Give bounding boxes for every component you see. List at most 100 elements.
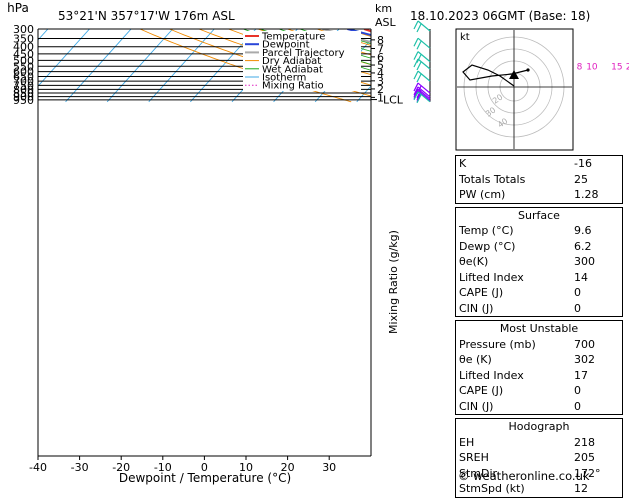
datetime-title: 18.10.2023 06GMT (Base: 18): [410, 9, 590, 23]
hodograph-frame: [456, 29, 573, 150]
isotherm-line: [66, 29, 132, 102]
hodo-value: 218: [574, 435, 618, 451]
hodo-row: EH 218: [456, 435, 622, 451]
surface-value: 6.2: [574, 239, 618, 255]
wind-barb-flag: [414, 52, 418, 60]
surface-key: θe(K): [459, 254, 488, 270]
mu-row: Lifted Index 17: [456, 368, 622, 384]
x-axis-label: Dewpoint / Temperature (°C): [119, 471, 291, 485]
indices-box: K -16 Totals Totals 25 PW (cm) 1.28: [455, 155, 623, 204]
surface-key: Temp (°C): [459, 223, 514, 239]
surface-row: CIN (J) 0: [456, 301, 622, 317]
wind-barb-flag: [417, 74, 421, 82]
hpa-unit-label: hPa: [7, 1, 29, 15]
indices-panel: K -16 Totals Totals 25 PW (cm) 1.28 Surface…: [455, 155, 623, 501]
wind-barb-flag: [414, 71, 418, 79]
mu-value: 0: [574, 399, 618, 415]
hodograph-point: [526, 68, 529, 71]
asl-unit-label: ASL: [375, 16, 397, 29]
index-row: K -16: [456, 156, 622, 172]
index-value: 1.28: [574, 187, 618, 203]
index-row: PW (cm) 1.28: [456, 187, 622, 203]
surface-key: Dewp (°C): [459, 239, 515, 255]
index-key: K: [459, 156, 466, 172]
copyright-footer: © weatheronline.co.uk: [458, 469, 590, 483]
hodo-row: SREH 205: [456, 450, 622, 466]
surface-row: Temp (°C) 9.6: [456, 223, 622, 239]
index-value: -16: [574, 156, 618, 172]
surface-value: 9.6: [574, 223, 618, 239]
pressure-tick-label: 950: [13, 94, 34, 107]
surface-row: θe(K) 300: [456, 254, 622, 270]
index-key: PW (cm): [459, 187, 505, 203]
mixing-ratio-label: 8: [577, 63, 583, 73]
most-unstable-box: Most Unstable Pressure (mb) 700 θe (K) 302…: [455, 320, 623, 415]
most-unstable-title: Most Unstable: [456, 321, 622, 337]
mu-key: Pressure (mb): [459, 337, 536, 353]
mu-value: 0: [574, 383, 618, 399]
mixing-ratio-line: [451, 72, 455, 102]
lcl-label: LCL: [383, 94, 404, 107]
surface-value: 300: [574, 254, 618, 270]
mixing-ratio-line: [576, 72, 579, 102]
wind-barb: [414, 71, 430, 82]
x-tick-label: 30: [322, 461, 336, 474]
hodo-value: 205: [574, 450, 618, 466]
index-row: Totals Totals 25: [456, 172, 622, 188]
surface-value: 0: [574, 301, 618, 317]
mixing-ratio-axis-label: Mixing Ratio (g/kg): [387, 230, 400, 334]
location-title: 53°21'N 357°17'W 176m ASL: [58, 9, 235, 23]
index-value: 25: [574, 172, 618, 188]
index-key: Totals Totals: [459, 172, 525, 188]
mu-key: Lifted Index: [459, 368, 524, 384]
wind-barbs: [414, 21, 430, 103]
mu-row: CAPE (J) 0: [456, 383, 622, 399]
surface-key: Lifted Index: [459, 270, 524, 286]
surface-row: Lifted Index 14: [456, 270, 622, 286]
wind-barb-flag: [417, 41, 421, 49]
km-tick-label: 8: [377, 34, 384, 47]
km-unit-label: km: [375, 2, 392, 15]
wind-barb-flag: [417, 62, 421, 70]
surface-row: CAPE (J) 0: [456, 285, 622, 301]
hodo-row: StmSpd (kt) 12: [456, 481, 622, 497]
mu-row: Pressure (mb) 700: [456, 337, 622, 353]
surface-box: Surface Temp (°C) 9.6 Dewp (°C) 6.2 θe(K) 3…: [455, 207, 623, 318]
surface-key: CIN (J): [459, 301, 493, 317]
mixing-ratio-label: 15: [611, 63, 622, 73]
mu-value: 302: [574, 352, 618, 368]
hodo-key: StmSpd (kt): [459, 481, 525, 497]
wind-barb-flag: [414, 38, 418, 46]
mixing-ratio-line: [601, 72, 606, 102]
wind-barb: [414, 59, 430, 70]
wind-barb: [414, 38, 430, 49]
surface-key: CAPE (J): [459, 285, 503, 301]
mu-key: CAPE (J): [459, 383, 503, 399]
mixing-ratio-line: [619, 72, 625, 102]
isotherm-line: [149, 29, 215, 102]
hodo-key: SREH: [459, 450, 489, 466]
surface-title: Surface: [456, 208, 622, 224]
wind-barb-flag: [417, 24, 421, 32]
mu-row: θe (K) 302: [456, 352, 622, 368]
hodograph-title: Hodograph: [456, 419, 622, 435]
mixing-ratio-label: 10: [586, 63, 598, 73]
surface-value: 0: [574, 285, 618, 301]
mu-key: CIN (J): [459, 399, 493, 415]
x-tick-label: -40: [29, 461, 47, 474]
surface-value: 14: [574, 270, 618, 286]
wind-barb-flag: [414, 59, 418, 67]
mu-key: θe (K): [459, 352, 492, 368]
surface-row: Dewp (°C) 6.2: [456, 239, 622, 255]
mu-value: 700: [574, 337, 618, 353]
isotherm-line: [107, 29, 173, 102]
mu-value: 17: [574, 368, 618, 384]
hodo-value: 12: [574, 481, 618, 497]
x-tick-label: -30: [71, 461, 89, 474]
isotherm-line: [398, 29, 464, 102]
hodo-key: EH: [459, 435, 474, 451]
hodograph-kt-label: kt: [460, 32, 470, 43]
mu-row: CIN (J) 0: [456, 399, 622, 415]
